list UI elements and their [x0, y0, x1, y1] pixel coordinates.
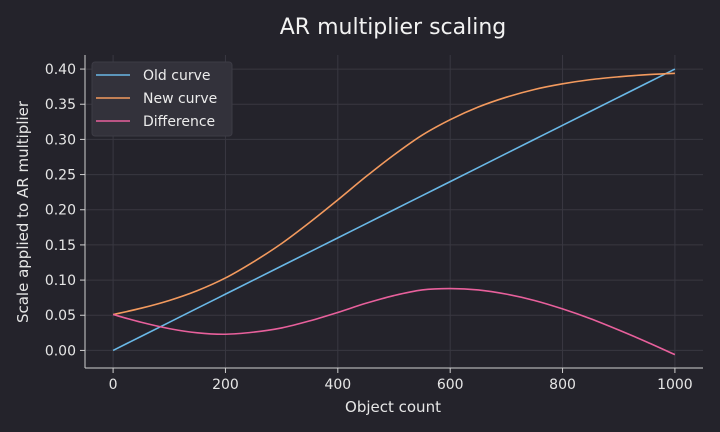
series-line-old-curve	[112, 68, 676, 352]
y-tick-label: 0.10	[45, 273, 76, 289]
y-tick-label: 0.20	[45, 203, 76, 219]
axes	[84, 55, 703, 369]
x-tick-label: 0	[109, 377, 118, 393]
y-tick-label: 0.35	[45, 97, 76, 113]
x-tick-label: 800	[549, 377, 576, 393]
x-tick-label: 600	[437, 377, 464, 393]
series-line-difference	[112, 287, 676, 356]
y-tick-label: 0.25	[45, 168, 76, 184]
y-tick-label: 0.00	[45, 343, 76, 359]
legend: Old curve New curve Difference	[91, 61, 233, 137]
y-tick-label: 0.15	[45, 238, 76, 254]
legend-box	[91, 61, 233, 137]
x-tick-label: 200	[212, 377, 239, 393]
x-tick-label: 400	[324, 377, 351, 393]
x-tick-label: 1000	[657, 377, 693, 393]
series-line-new-curve	[112, 72, 675, 316]
chart-title: AR multiplier scaling	[280, 15, 507, 40]
y-axis-label: Scale applied to AR multiplier	[14, 100, 32, 323]
y-tick-label: 0.40	[45, 62, 76, 78]
grid	[85, 55, 703, 368]
legend-label-old-curve: Old curve	[143, 68, 210, 84]
series-lines	[112, 68, 676, 356]
y-tick-label: 0.05	[45, 308, 76, 324]
y-tick-label: 0.30	[45, 132, 76, 148]
y-ticks: 0.00 0.05 0.10 0.15 0.20 0.25 0.30 0.35 0.40	[45, 62, 85, 359]
x-axis-label: Object count	[345, 398, 441, 416]
x-ticks: 0 200 400 600 800 1000	[109, 368, 693, 393]
legend-label-difference: Difference	[143, 114, 215, 130]
legend-label-new-curve: New curve	[143, 91, 217, 107]
